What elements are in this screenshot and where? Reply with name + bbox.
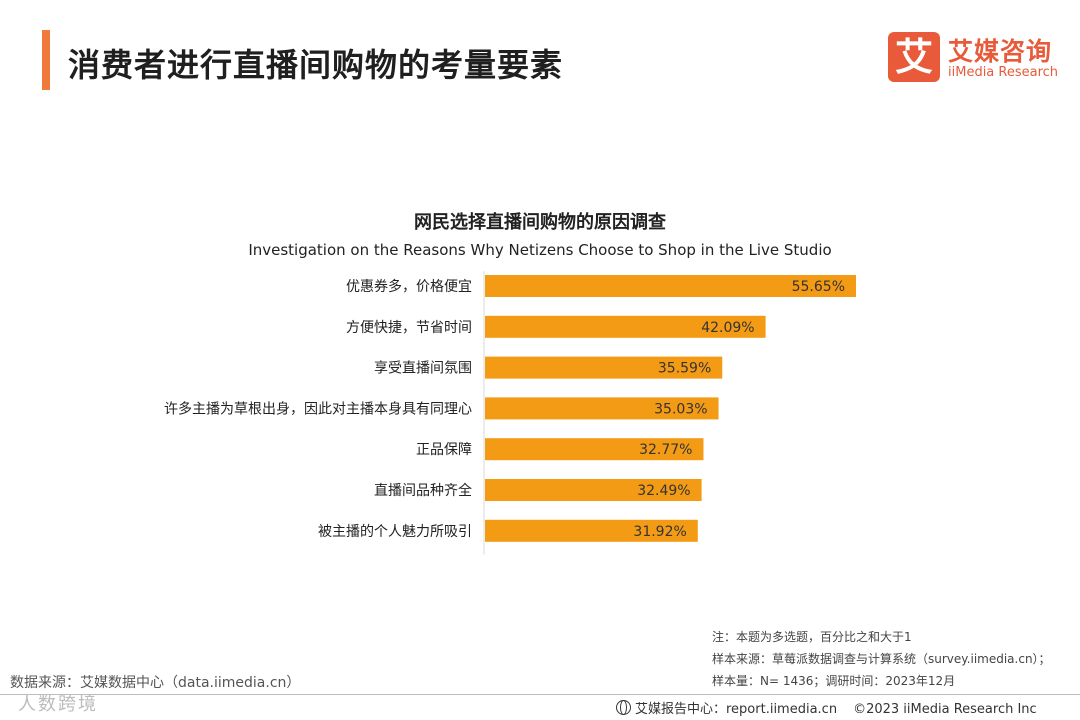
category-label-0: 优惠券多，价格便宜 [346, 278, 472, 295]
category-label-5: 直播间品种齐全 [374, 482, 472, 499]
value-label-1: 42.09% [701, 320, 754, 336]
value-label-2: 35.59% [658, 361, 711, 377]
value-label-5: 32.49% [637, 483, 690, 499]
logo-english-text: iiMedia Research [948, 65, 1059, 80]
footer-divider [0, 694, 1080, 695]
chart-subtitle: Investigation on the Reasons Why Netizen… [248, 241, 832, 259]
bar-6 [485, 519, 698, 542]
value-label-6: 31.92% [633, 524, 686, 540]
chart-title: 网民选择直播间购物的原因调查 [414, 212, 666, 233]
report-center-link[interactable]: 艾媒报告中心：report.iimedia.cn [635, 702, 838, 717]
category-label-1: 方便快捷，节省时间 [346, 320, 472, 336]
bar-5 [485, 479, 702, 501]
value-label-0: 55.65% [792, 279, 845, 295]
value-label-3: 35.03% [654, 401, 707, 417]
data-source: 数据来源：艾媒数据中心（data.iimedia.cn） [10, 675, 301, 691]
note-sample-size: 样本量：N= 1436；调研时间：2023年12月 [712, 674, 956, 688]
value-label-4: 32.77% [639, 442, 692, 458]
bar-0 [485, 275, 856, 297]
bar-2 [485, 356, 723, 379]
title-accent-bar [42, 30, 50, 90]
logo-mark-icon: 艾 [888, 32, 940, 82]
watermark: 人数跨境 [18, 694, 98, 715]
logo-chinese-text: 艾媒咨询 [948, 37, 1053, 66]
footer: 艾媒报告中心：report.iimedia.cn ©2023 iiMedia Re… [616, 698, 1037, 717]
note-sample-source: 样本来源：草莓派数据调查与计算系统（survey.iimedia.cn）； [712, 652, 1051, 666]
note-multiple-choice: 注：本题为多选题，百分比之和大于1 [712, 630, 912, 644]
category-label-4: 正品保障 [416, 442, 472, 458]
category-label-6: 被主播的个人魅力所吸引 [318, 524, 472, 540]
bar-3 [485, 397, 719, 420]
iimedia-logo[interactable]: 艾 艾媒咨询 iiMedia Research [888, 32, 1068, 84]
bar-1 [485, 315, 766, 338]
copyright: ©2023 iiMedia Research Inc [853, 702, 1037, 717]
category-label-2: 享受直播间氛围 [374, 360, 472, 377]
survey-notes: 注：本题为多选题，百分比之和大于1 样本来源：草莓派数据调查与计算系统（surv… [712, 626, 1051, 692]
page-title: 消费者进行直播间购物的考量要素 [68, 46, 564, 84]
globe-icon [616, 700, 631, 715]
category-label-3: 许多主播为草根出身，因此对主播本身具有同理心 [164, 400, 472, 417]
bar-4 [485, 438, 704, 461]
